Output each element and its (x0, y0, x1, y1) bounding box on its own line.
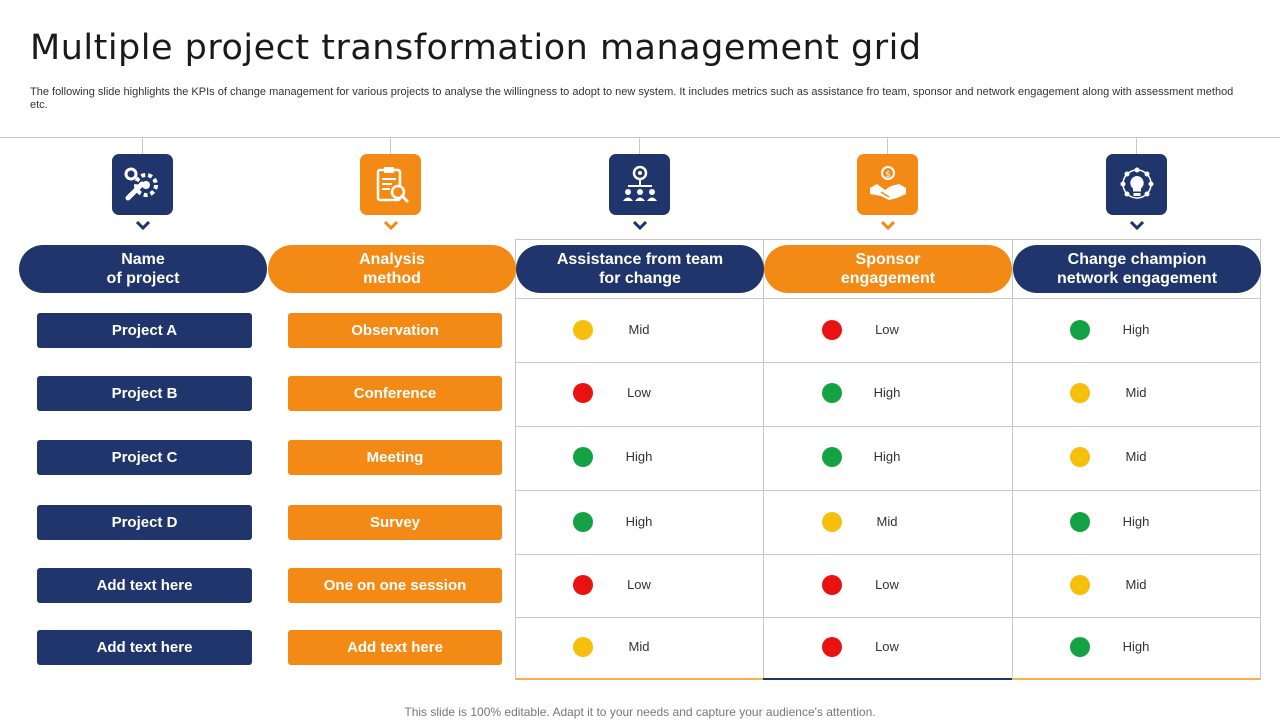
project-name-pill: Project D (37, 505, 252, 540)
chevron-down-icon (1130, 221, 1144, 230)
grid-row-divider (515, 617, 1261, 618)
project-name-pill: Project C (37, 440, 252, 475)
grid-column-divider (1012, 239, 1013, 680)
chevron-down-icon (633, 221, 647, 230)
status-dot (573, 383, 593, 403)
status-dot (573, 512, 593, 532)
status-label: High (873, 385, 901, 400)
status-dot (573, 320, 593, 340)
header-sponsor-engagement: Sponsor engagement (764, 245, 1012, 293)
column-icon-box (360, 154, 421, 215)
status-dot (573, 447, 593, 467)
status-label: Mid (628, 322, 650, 337)
analysis-method-pill: Survey (288, 505, 502, 540)
status-dot (822, 320, 842, 340)
status-dot (822, 512, 842, 532)
header-divider (0, 137, 1280, 138)
handshake-dollar-icon: $ (869, 165, 906, 200)
status-dot (1070, 637, 1090, 657)
status-dot (1070, 320, 1090, 340)
column-icon-box (112, 154, 173, 215)
grid-row-divider (515, 554, 1261, 555)
header-change-champion-network: Change champion network engagement (1013, 245, 1261, 293)
clipboard-magnifier-icon (376, 166, 408, 202)
svg-text:$: $ (885, 170, 891, 180)
header-analysis-method: Analysis method (268, 245, 516, 293)
project-name-pill: Project A (37, 313, 252, 348)
status-label: Low (875, 322, 899, 337)
slide-footer: This slide is 100% editable. Adapt it to… (404, 705, 876, 719)
analysis-method-pill: Observation (288, 313, 502, 348)
status-label: High (873, 449, 901, 464)
status-label: High (625, 514, 653, 529)
status-label: Mid (876, 514, 898, 529)
grid-row-divider (515, 426, 1261, 427)
grid-row-divider (515, 298, 1261, 299)
status-dot (822, 637, 842, 657)
lightbulb-network-icon (1120, 167, 1153, 199)
status-dot (822, 575, 842, 595)
analysis-method-pill: Add text here (288, 630, 502, 665)
analysis-method-pill: Meeting (288, 440, 502, 475)
status-dot (822, 383, 842, 403)
project-name-pill: Add text here (37, 568, 252, 603)
chevron-down-icon (384, 221, 398, 230)
status-label: Low (627, 577, 651, 592)
status-dot (1070, 512, 1090, 532)
connector-stem (1136, 138, 1137, 154)
status-label: Low (627, 385, 651, 400)
status-label: High (1122, 639, 1150, 654)
status-dot (573, 575, 593, 595)
analysis-method-pill: One on one session (288, 568, 502, 603)
status-label: High (1122, 322, 1150, 337)
status-dot (822, 447, 842, 467)
header-assistance-from-team: Assistance from team for change (516, 245, 764, 293)
status-dot (1070, 383, 1090, 403)
connector-stem (887, 138, 888, 154)
slide-subtitle: The following slide highlights the KPIs … (30, 86, 1234, 111)
status-label: High (1122, 514, 1150, 529)
status-dot (1070, 575, 1090, 595)
status-label: Low (875, 639, 899, 654)
status-label: Mid (1125, 577, 1147, 592)
project-name-pill: Add text here (37, 630, 252, 665)
analysis-method-pill: Conference (288, 376, 502, 411)
project-name-pill: Project B (37, 376, 252, 411)
column-icon-box: $ (857, 154, 918, 215)
status-label: Low (875, 577, 899, 592)
slide-title: Multiple project transformation manageme… (30, 28, 922, 68)
team-network-icon (622, 165, 657, 201)
status-label: Mid (628, 639, 650, 654)
grid-underline-accent (763, 678, 1012, 680)
grid-row-divider (515, 490, 1261, 491)
column-icon-box (609, 154, 670, 215)
status-dot (573, 637, 593, 657)
grid-column-divider (763, 239, 764, 680)
column-icon-box (1106, 154, 1167, 215)
status-label: Mid (1125, 385, 1147, 400)
wrench-gear-icon (124, 167, 158, 200)
status-dot (1070, 447, 1090, 467)
status-label: High (625, 449, 653, 464)
status-label: Mid (1125, 449, 1147, 464)
connector-stem (390, 138, 391, 154)
header-name-of-project: Name of project (19, 245, 267, 293)
chevron-down-icon (136, 221, 150, 230)
connector-stem (142, 138, 143, 154)
chevron-down-icon (881, 221, 895, 230)
grid-row-divider (515, 362, 1261, 363)
connector-stem (639, 138, 640, 154)
